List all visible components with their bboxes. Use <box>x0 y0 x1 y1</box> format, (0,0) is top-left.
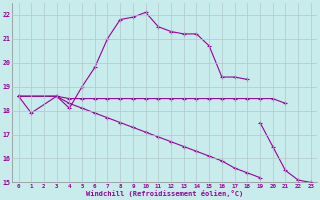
X-axis label: Windchill (Refroidissement éolien,°C): Windchill (Refroidissement éolien,°C) <box>86 190 243 197</box>
